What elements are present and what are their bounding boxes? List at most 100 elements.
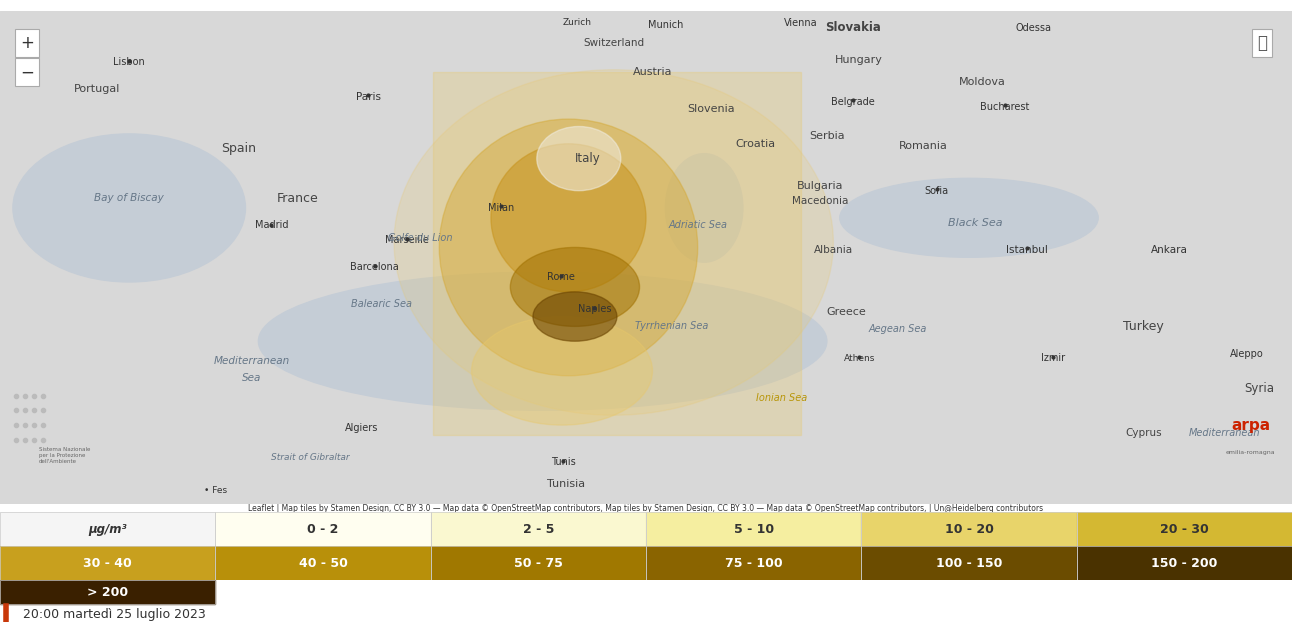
Text: +: + [21,34,34,52]
Text: Izmir: Izmir [1041,353,1065,363]
Bar [862,546,1076,580]
Text: Romania: Romania [899,141,948,151]
Text: Leaflet | Map tiles by Stamen Design, CC BY 3.0 — Map data © OpenStreetMap contr: Leaflet | Map tiles by Stamen Design, CC… [248,504,1044,513]
Text: Belgrade: Belgrade [831,97,875,107]
Text: > 200: > 200 [87,586,128,598]
Text: Golfe du Lion: Golfe du Lion [388,233,452,243]
Ellipse shape [472,317,652,425]
Text: Barcelona: Barcelona [350,262,399,272]
Text: • Fes: • Fes [204,486,227,494]
Text: 5 - 10: 5 - 10 [734,522,774,536]
Ellipse shape [491,144,646,292]
Ellipse shape [439,119,698,376]
Text: Greece: Greece [827,307,866,317]
Text: Macedonia: Macedonia [792,195,849,205]
Text: −: − [21,63,34,81]
Text: Sistema Nazionale
per la Protezione
dell'Ambiente: Sistema Nazionale per la Protezione dell… [39,447,90,464]
Text: Bucharest: Bucharest [981,102,1030,112]
Text: Slovenia: Slovenia [687,104,734,114]
FancyBboxPatch shape [433,72,801,435]
Text: Madrid: Madrid [255,220,288,230]
Bar [1076,546,1292,580]
Text: Strait of Gibraltar: Strait of Gibraltar [271,453,349,462]
Text: Hungary: Hungary [835,55,884,65]
Ellipse shape [394,70,833,415]
Bar [216,513,430,546]
Bar [430,546,646,580]
Text: 20 - 30: 20 - 30 [1160,522,1209,536]
Text: Qualità dell'aria - Mappe previsione concentrazione Dust: Qualità dell'aria - Mappe previsione con… [390,0,902,14]
Text: Adriatic Sea: Adriatic Sea [668,220,727,230]
Bar [430,513,646,546]
Text: Serbia: Serbia [809,131,845,141]
Bar [1076,546,1292,580]
Text: Vienna: Vienna [784,18,818,28]
Text: Croatia: Croatia [735,139,776,149]
Ellipse shape [258,272,827,411]
Text: Athens: Athens [844,354,875,363]
Bar [0,513,216,546]
Text: Ionian Sea: Ionian Sea [756,393,808,403]
Bar [216,546,430,580]
Ellipse shape [665,154,743,262]
Text: Sea: Sea [243,373,261,383]
Text: 100 - 150: 100 - 150 [935,557,1003,570]
Bar [646,546,862,580]
Text: ⧉: ⧉ [1257,34,1267,52]
Text: arpa: arpa [1231,417,1270,433]
Text: Zurich: Zurich [563,19,592,27]
Bar [862,513,1076,546]
Text: Slovakia: Slovakia [824,21,881,34]
Text: Moldova: Moldova [959,77,1005,87]
Text: Aleppo: Aleppo [1230,348,1264,358]
Bar [646,513,862,546]
Text: Mediterranean: Mediterranean [1189,427,1261,437]
Ellipse shape [840,179,1098,258]
Ellipse shape [13,134,245,282]
Text: Bay of Biscay: Bay of Biscay [94,193,164,203]
Text: 40 - 50: 40 - 50 [298,557,348,570]
Text: Naples: Naples [578,304,611,314]
Text: Munich: Munich [647,21,683,30]
Bar [0,546,216,580]
Text: Rome: Rome [547,272,575,282]
Text: Aegean Sea: Aegean Sea [868,324,928,334]
Text: Odessa: Odessa [1016,23,1052,33]
Text: Syria: Syria [1244,382,1275,394]
Bar [646,546,862,580]
Bar [1076,513,1292,546]
Text: 75 - 100: 75 - 100 [725,557,783,570]
Bar [0,546,216,580]
Bar [862,513,1076,546]
Ellipse shape [537,126,621,191]
Text: Tyrrhenian Sea: Tyrrhenian Sea [636,322,708,332]
Text: 2 - 5: 2 - 5 [523,522,554,536]
Text: 50 - 75: 50 - 75 [514,557,563,570]
Text: Bulgaria: Bulgaria [797,181,844,191]
Bar [1076,513,1292,546]
Text: Albania: Albania [814,245,853,255]
Text: Switzerland: Switzerland [583,37,645,48]
Text: 150 - 200: 150 - 200 [1151,557,1217,570]
Text: Portugal: Portugal [74,85,120,95]
Text: Ankara: Ankara [1151,245,1187,255]
Text: Istanbul: Istanbul [1006,245,1048,255]
Text: Algiers: Algiers [345,422,379,432]
Text: Mediterranean: Mediterranean [213,356,291,366]
Text: Tunisia: Tunisia [547,480,585,490]
Bar [430,546,646,580]
Text: Spain: Spain [221,142,257,156]
Bar [646,513,862,546]
Text: Italy: Italy [575,152,601,165]
Text: Milan: Milan [488,203,514,213]
Ellipse shape [534,292,618,341]
Bar [0,580,216,605]
Text: Paris: Paris [355,92,381,102]
Bar [0,580,216,605]
Text: Black Sea: Black Sea [948,218,1003,228]
Ellipse shape [510,248,640,327]
Text: Turkey: Turkey [1123,320,1164,333]
Text: Marseille: Marseille [385,235,429,245]
Text: France: France [276,192,318,205]
Bar [0,513,216,546]
